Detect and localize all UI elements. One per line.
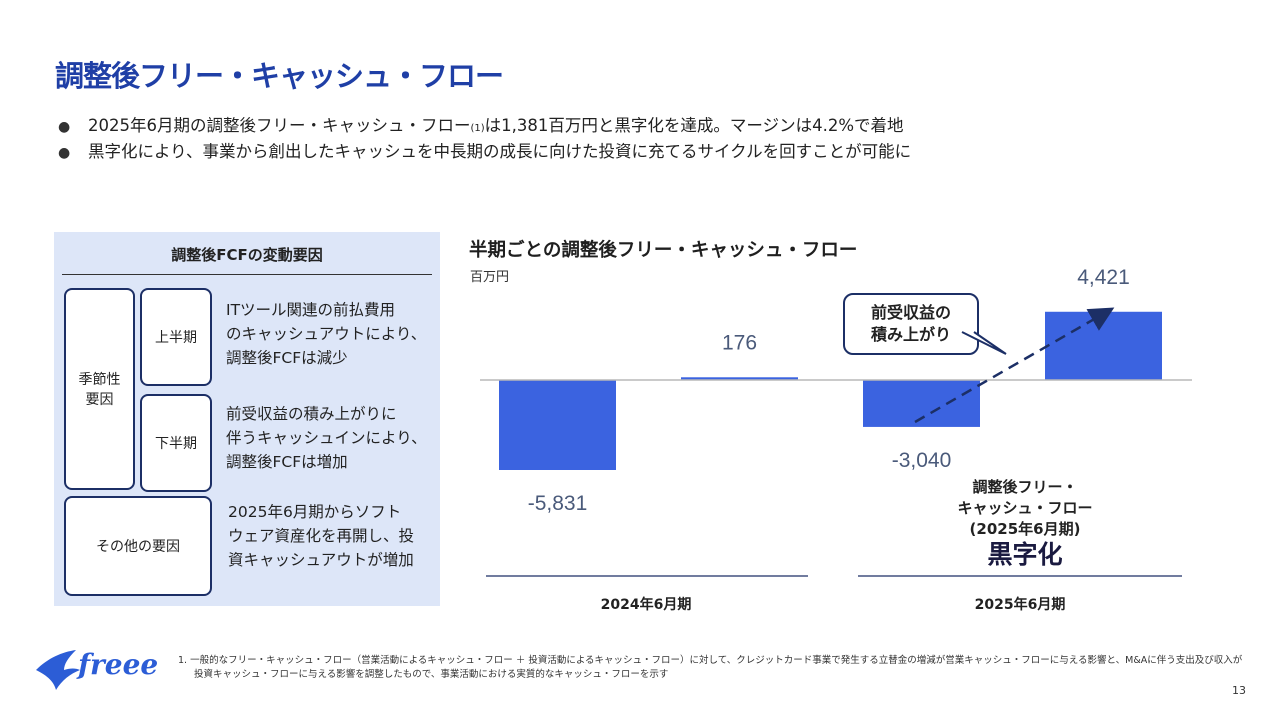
other-factor-label: その他の要因	[96, 539, 180, 555]
bar-3	[1045, 311, 1162, 380]
footnote-line: 1. 一般的なフリー・キャッシュ・フロー（営業活動によるキャッシュ・フロー ＋ …	[178, 655, 1243, 666]
callout-line: 前受収益の	[870, 303, 951, 322]
first-half-box: 上半期	[140, 288, 212, 386]
desc-line: ITツール関連の前払費用	[226, 301, 396, 319]
desc-line: 資キャッシュアウトが増加	[228, 551, 414, 569]
bar-1	[681, 377, 798, 380]
chart-title: 半期ごとの調整後フリー・キャッシュ・フロー	[469, 240, 858, 261]
seasonal-factor-box: 季節性 要因	[64, 288, 135, 490]
chart-unit-label: 百万円	[470, 270, 510, 285]
footnote-ref: (1)	[470, 123, 485, 134]
second-half-description: 前受収益の積み上がりに 伴うキャッシュインにより、 調整後FCFは増加	[226, 402, 427, 474]
first-half-label: 上半期	[155, 330, 197, 346]
desc-line: 伴うキャッシュインにより、	[226, 429, 427, 447]
second-half-label: 下半期	[155, 436, 197, 452]
bullet-1-text-post: は1,381百万円と黒字化を達成。マージンは4.2%で着地	[484, 116, 904, 135]
desc-line: のキャッシュアウトにより、	[226, 325, 427, 343]
footnote-line: 投資キャッシュ・フローに与える影響を調整したもので、事業活動における実質的なキャ…	[194, 669, 669, 680]
brand-logo-text: freee	[78, 648, 159, 681]
deferred-revenue-callout: 前受収益の 積み上がり	[843, 293, 979, 355]
second-half-box: 下半期	[140, 394, 212, 492]
footnote: 1. 一般的なフリー・キャッシュ・フロー（営業活動によるキャッシュ・フロー ＋ …	[178, 654, 1242, 682]
bullet-2-text: 黒字化により、事業から創出したキャッシュを中長期の成長に向けた投資に充てるサイク…	[88, 142, 912, 161]
callout-line: 積み上がり	[870, 325, 951, 344]
seasonal-label-line1: 季節性	[78, 372, 121, 388]
fcf-factors-panel: 調整後FCFの変動要因 季節性 要因 上半期 下半期 その他の要因 ITツール関…	[54, 232, 440, 606]
panel-title: 調整後FCFの変動要因	[171, 246, 323, 264]
other-factor-description: 2025年6月期からソフト ウェア資産化を再開し、投 資キャッシュアウトが増加	[228, 500, 414, 572]
callout-pointer	[961, 331, 1007, 355]
seasonal-label-line2: 要因	[85, 392, 114, 408]
desc-line: 2025年6月期からソフト	[228, 503, 402, 521]
desc-line: 調整後FCFは減少	[226, 349, 348, 367]
period-label-2025: 2025年6月期	[974, 597, 1066, 613]
bar-0	[499, 380, 616, 470]
bullet-2: ● 黒字化により、事業から創出したキャッシュを中長期の成長に向けた投資に充てるサ…	[58, 139, 911, 165]
page-number: 13	[1232, 684, 1246, 697]
deferred-revenue-trend-arrow	[914, 307, 1115, 424]
result-highlight: 黒字化	[987, 540, 1063, 569]
desc-line: ウェア資産化を再開し、投	[228, 527, 415, 545]
bar-value-label-3: 4,421	[1077, 266, 1130, 289]
bullet-1: ● 2025年6月期の調整後フリー・キャッシュ・フロー (1) は1,381百万円と…	[58, 113, 911, 139]
bullet-dot: ●	[58, 119, 71, 135]
bullet-dot: ●	[58, 145, 71, 161]
fcf-bar-chart: -5,831 176 -3,040 4,421	[480, 266, 1192, 577]
bar-value-label-0: -5,831	[528, 492, 588, 515]
desc-line: 前受収益の積み上がりに	[226, 405, 397, 423]
result-line: キャッシュ・フロー	[957, 499, 1093, 517]
first-half-description: ITツール関連の前払費用 のキャッシュアウトにより、 調整後FCFは減少	[226, 298, 426, 370]
page-title: 調整後フリー・キャッシュ・フロー	[55, 59, 504, 93]
result-line: 調整後フリー・	[972, 478, 1078, 496]
bar-2	[863, 380, 980, 427]
result-line: (2025年6月期)	[969, 520, 1081, 538]
panel-divider	[62, 274, 432, 275]
bullet-1-text-pre: 2025年6月期の調整後フリー・キャッシュ・フロー	[88, 116, 471, 135]
desc-line: 調整後FCFは増加	[226, 453, 348, 471]
summary-bullets: ● 2025年6月期の調整後フリー・キャッシュ・フロー (1) は1,381百万円と…	[58, 113, 911, 165]
freee-bird-logo-icon	[36, 650, 80, 690]
bar-value-label-1: 176	[722, 331, 757, 354]
period-label-2024: 2024年6月期	[600, 597, 692, 613]
other-factor-box: その他の要因	[64, 496, 212, 596]
result-summary: 調整後フリー・ キャッシュ・フロー (2025年6月期) 黒字化	[930, 477, 1120, 570]
bar-value-label-2: -3,040	[892, 449, 952, 472]
